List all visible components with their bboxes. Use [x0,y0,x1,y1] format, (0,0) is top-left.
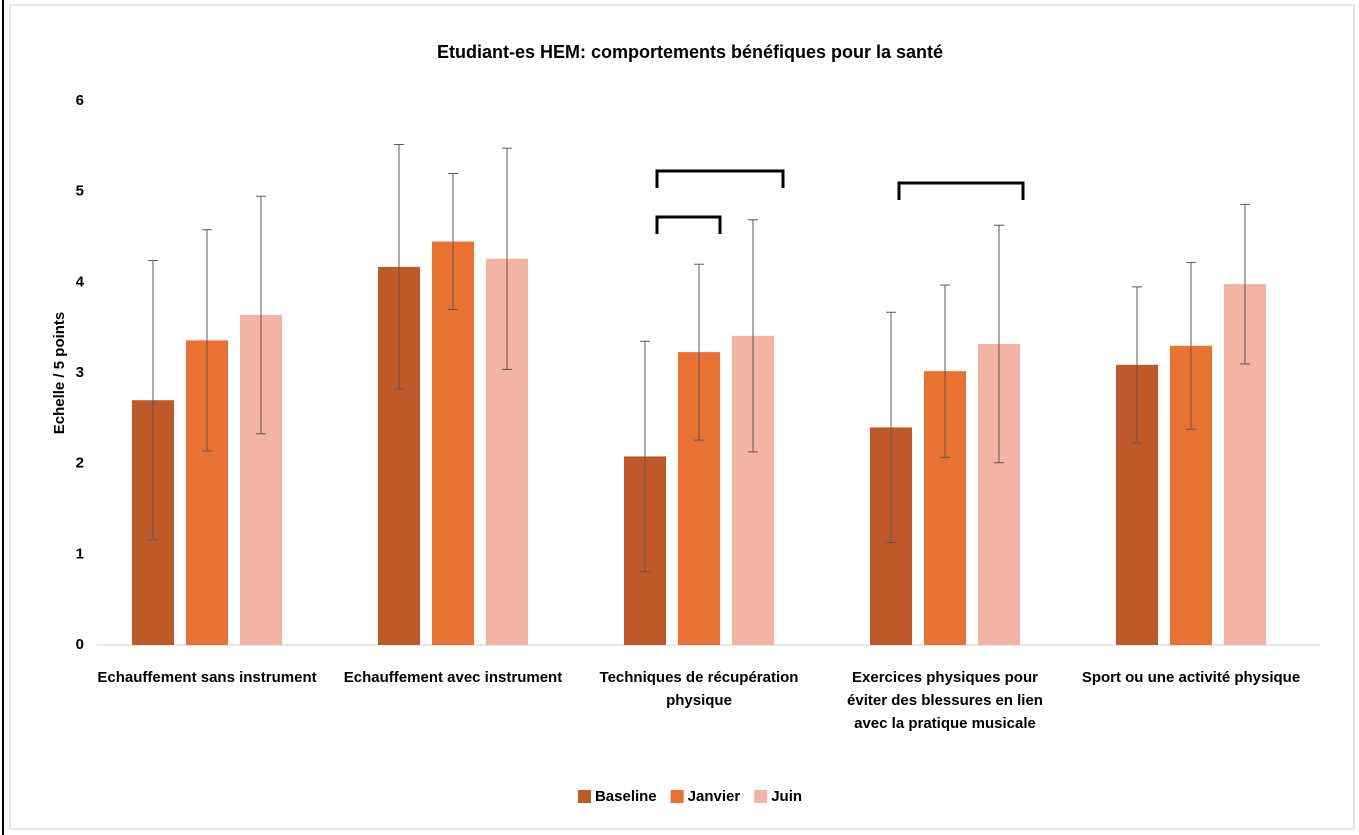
error-bar [748,219,758,453]
significance-brackets [655,169,1025,234]
y-tick-label: 1 [76,545,84,562]
y-tick-label: 4 [76,273,85,290]
error-bar [886,311,896,544]
y-tick-label: 6 [76,92,84,109]
bracket [655,215,722,234]
x-tick-label: Echauffement avec instrument [343,669,563,686]
error-bar [694,263,704,441]
error-bar [448,173,458,311]
error-bar [1132,286,1142,444]
error-bar [994,224,1004,464]
x-tick-label: Sport ou une activité physique [1081,669,1301,686]
y-tick-label: 2 [76,455,84,472]
x-tick-label: Exercices physiques pour éviter des bles… [847,669,1043,732]
y-tick-label: 3 [76,364,84,381]
chart-title: Etudiant-es HEM: comportements bénéfique… [437,42,943,62]
bracket [655,169,785,188]
x-tick-label: Techniques de récupération physique [599,669,799,709]
error-bar [202,229,212,452]
error-bar [640,340,650,573]
error-bar [1240,203,1250,365]
legend-label: Baseline [595,788,657,805]
error-bar [148,260,158,541]
y-tick-label: 5 [76,183,84,200]
y-axis-label: Echelle / 5 points [51,312,68,435]
error-bar [394,144,404,390]
error-bar [1186,261,1196,430]
legend-label: Juin [771,788,802,805]
legend-label: Janvier [688,788,741,805]
error-bar [940,284,950,458]
legend-swatch [577,790,591,803]
y-tick-label: 0 [76,636,84,653]
error-bar [502,147,512,370]
chart-frame [9,4,1355,830]
legend-swatch [754,790,768,803]
bracket [897,181,1025,200]
legend-swatch [670,790,684,803]
x-tick-label: Echauffement sans instrument [97,669,317,686]
error-bar [256,195,266,435]
